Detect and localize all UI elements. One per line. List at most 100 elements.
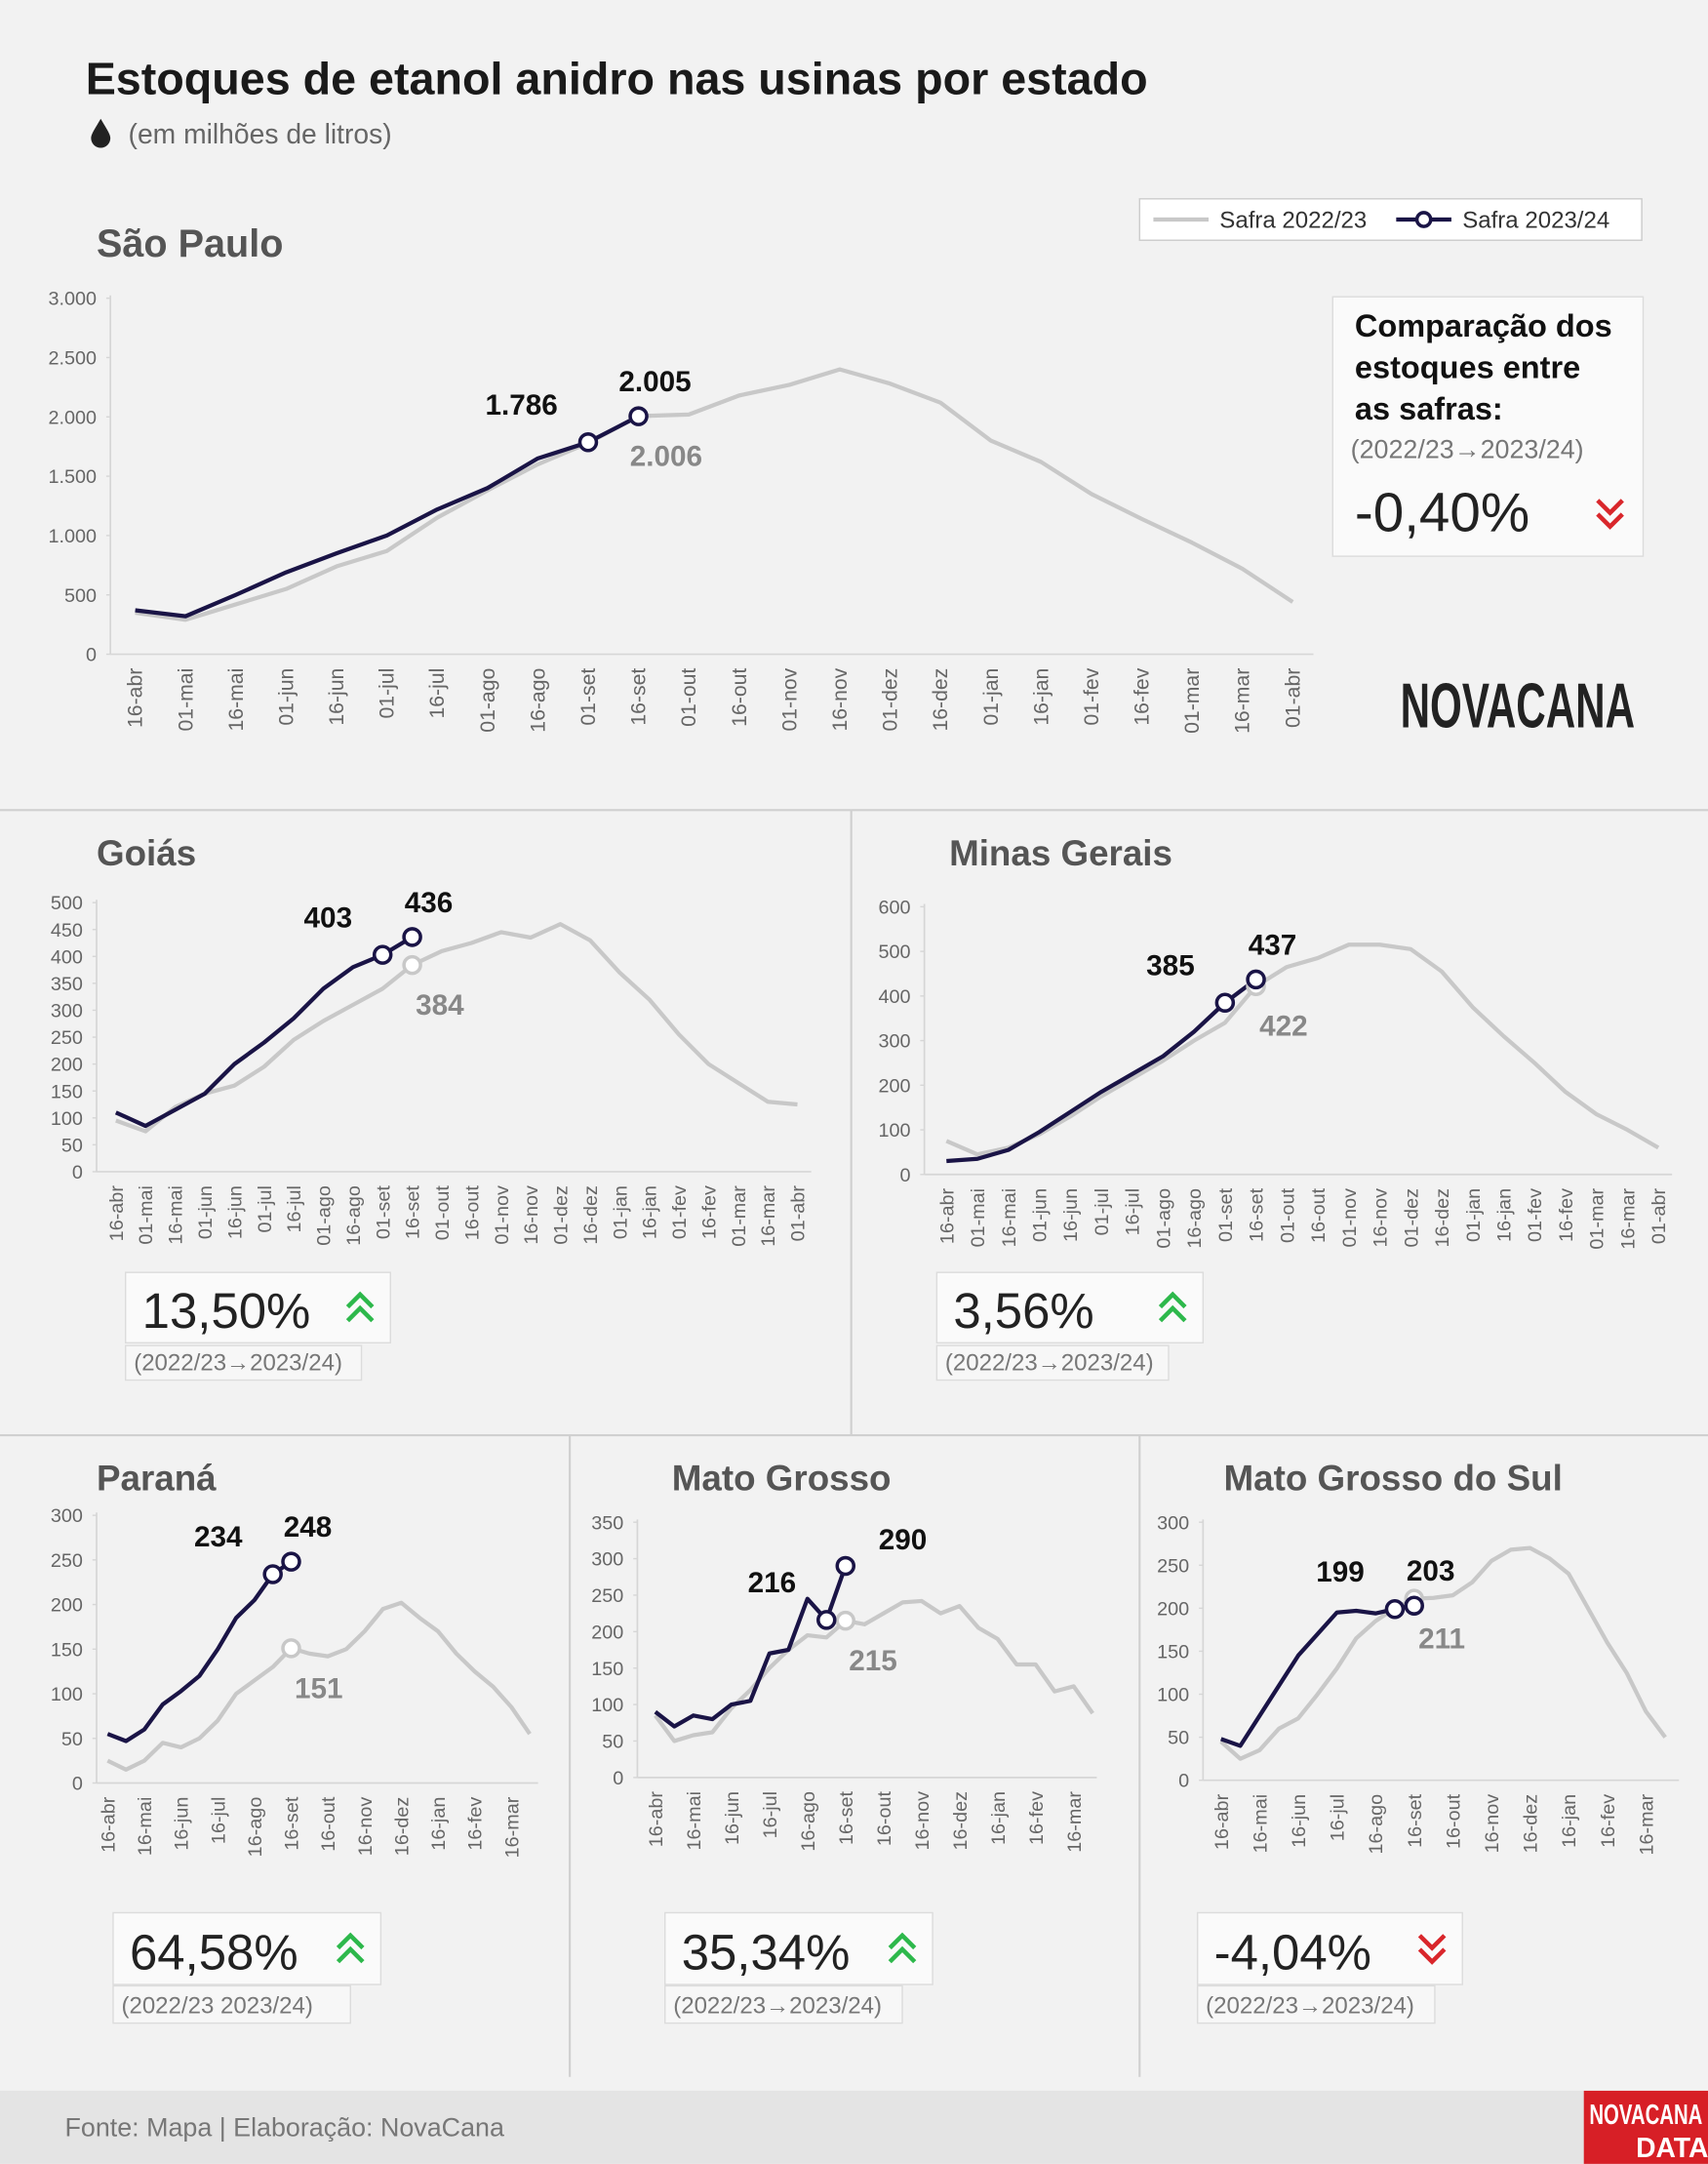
x-tick-label: 01-abr [1282,668,1304,728]
x-tick-label: 01-fev [1081,667,1103,725]
y-tick-label: 50 [602,1732,623,1753]
y-tick-label: 300 [1157,1512,1189,1534]
y-tick-label: 300 [878,1031,910,1053]
x-tick-label: 16-jul [426,668,449,719]
x-tick-label: 16-jul [284,1185,305,1232]
x-tick-label: 16-ago [245,1797,266,1858]
x-tick-label: 16-abr [125,668,147,728]
x-tick-label: 16-out [729,668,751,727]
y-tick-label: 250 [51,1550,83,1572]
legend-box [1138,198,1643,241]
comparison-period: (2022/23→2023/24) [1351,435,1584,464]
y-tick-label: 150 [591,1659,623,1680]
data-label: 2.005 [618,366,691,398]
x-tick-label: 16-jan [1493,1188,1515,1242]
series-line [946,978,1257,1164]
x-tick-label: 01-set [1215,1187,1237,1242]
x-tick-label: 16-fev [1598,1794,1619,1848]
x-tick-label: 16-jun [172,1797,193,1851]
x-tick-label: 16-nov [1370,1188,1392,1248]
footer-logo: DATA [1636,2132,1708,2163]
y-tick-label: 500 [878,942,910,963]
footer-band [0,2090,1708,2164]
comparison-period: (2022/23 2023/24) [121,1993,312,2020]
subtitle: (em milhões de litros) [129,118,392,149]
x-tick-label: 16-jun [722,1791,743,1845]
x-tick-label: 16-nov [912,1791,933,1851]
data-label: 385 [1146,949,1195,982]
x-tick-label: 16-mar [501,1796,523,1858]
x-tick-label: 16-jun [1289,1794,1310,1848]
x-tick-label: 16-ago [1366,1794,1387,1855]
comparison-heading: estoques entre [1355,350,1580,385]
y-tick-label: 150 [51,1081,83,1102]
period-box [664,1984,903,2024]
source: Fonte: Mapa | Elaboração: NovaCana [64,2113,503,2143]
y-tick-label: 400 [51,946,83,968]
y-tick-label: 250 [591,1585,623,1607]
comparison-box [1196,1911,1463,1985]
data-label: 436 [405,887,454,919]
series-line [654,1565,848,1729]
main-title: Estoques de etanol anidro nas usinas por… [86,53,1148,103]
y-tick-label: 600 [878,897,910,918]
y-tick-label: 100 [878,1120,910,1142]
x-tick-label: 01-jun [275,668,298,726]
x-tick-label: 16-jan [988,1791,1010,1845]
y-tick-label: 1.500 [48,466,97,488]
trend-arrow [1596,499,1624,516]
point-marker [1214,992,1236,1013]
series-line [115,922,798,1134]
y-tick-label: 0 [72,1162,83,1183]
series-line [135,414,640,619]
x-tick-label: 16-jun [1060,1188,1082,1242]
trend-arrow [336,1945,365,1964]
comparison-value: -4,04% [1214,1924,1371,1980]
x-tick-label: 16-dez [1521,1794,1542,1854]
data-label: 422 [1259,1011,1308,1043]
x-tick-label: 01-fev [1525,1188,1546,1242]
y-tick-label: 300 [591,1549,623,1571]
point-marker [402,954,422,976]
data-label: 384 [416,989,464,1022]
y-tick-label: 50 [61,1729,83,1750]
x-tick-label: 16-set [628,668,651,726]
x-tick-label: 16-jul [208,1797,229,1844]
data-label: 215 [849,1645,897,1677]
x-tick-label: 16-nov [355,1797,377,1857]
x-tick-label: 16-set [282,1796,303,1851]
x-tick-label: 01-jul [255,1185,276,1232]
y-tick-label: 200 [51,1595,83,1617]
x-tick-label: 01-mai [136,1185,157,1245]
x-tick-label: 16-ago [527,668,549,733]
x-tick-label: 01-mar [729,1185,750,1247]
x-tick-label: 01-dez [880,668,902,732]
y-tick-label: 0 [899,1165,910,1186]
series-line [114,935,414,1129]
footer-logo: NOVACANA [1589,2099,1702,2130]
period-box [125,1344,363,1382]
x-tick-label: 16-ago [798,1791,819,1852]
y-tick-label: 350 [591,1512,623,1534]
y-tick-label: 150 [1157,1642,1189,1663]
series-line [106,1600,532,1772]
y-tick-label: 100 [1157,1685,1189,1706]
x-tick-label: 01-mar [1587,1188,1609,1250]
chart-title: São Paulo [97,222,283,265]
x-tick-label: 01-ago [477,668,499,733]
data-label: 234 [194,1521,243,1553]
x-tick-label: 16-fev [465,1797,487,1851]
y-tick-label: 500 [64,585,97,607]
data-label: 216 [748,1567,797,1599]
x-tick-label: 01-jan [980,668,1003,726]
y-tick-label: 200 [878,1075,910,1097]
x-tick-label: 16-abr [1211,1793,1233,1850]
y-tick-label: 2.500 [48,348,97,370]
x-tick-label: 01-nov [492,1185,513,1245]
point-marker [1404,1595,1424,1616]
x-tick-label: 01-nov [1339,1188,1361,1248]
comparison-box [1331,296,1645,557]
data-label: 211 [1418,1623,1465,1656]
x-tick-label: 16-fev [1026,1791,1048,1845]
x-tick-label: 16-jun [224,1185,246,1239]
